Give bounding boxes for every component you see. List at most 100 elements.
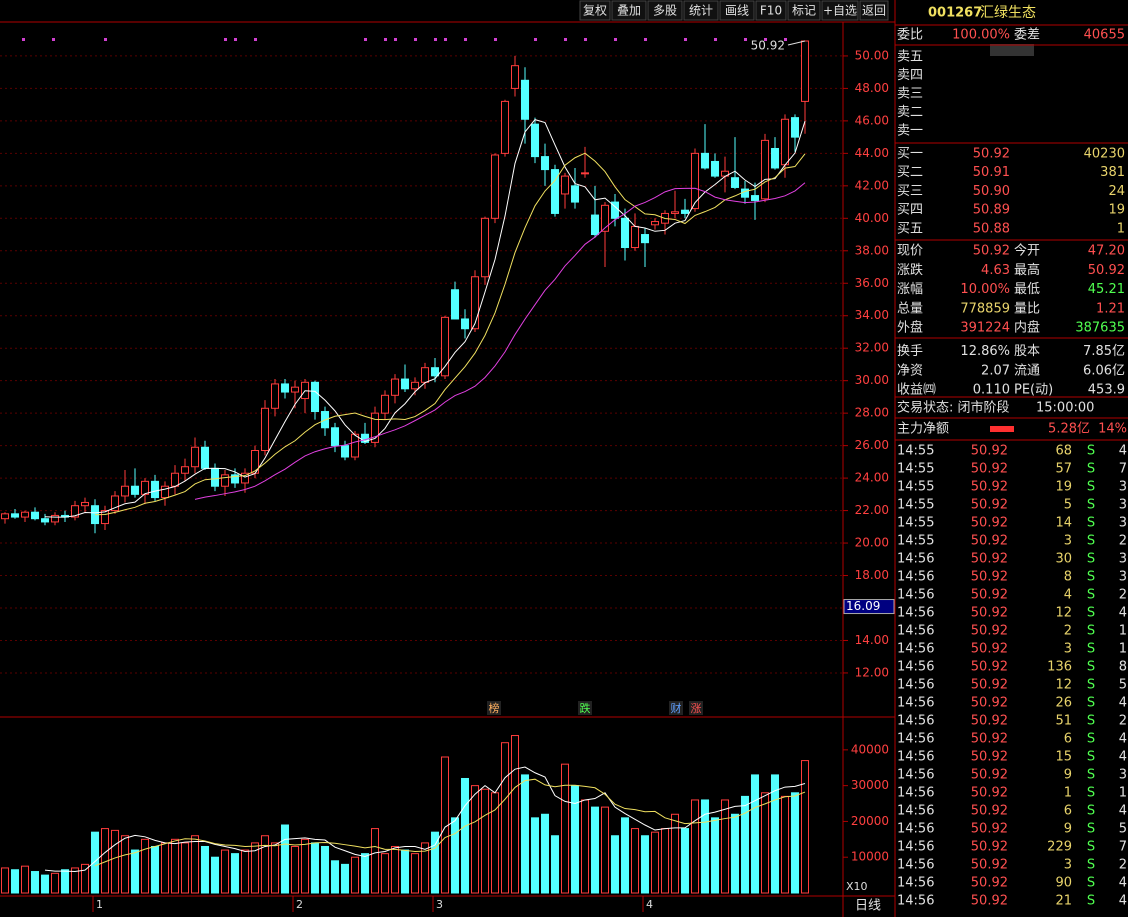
trade-cell: S	[1087, 822, 1095, 837]
toolbar-button[interactable]	[755, 0, 787, 21]
event-marker-box[interactable]	[578, 701, 592, 715]
trade-cell: 14:56	[897, 678, 934, 693]
volume-bar	[11, 869, 19, 894]
stat-value: 7.85亿	[1083, 344, 1125, 359]
toolbar-button[interactable]	[821, 0, 859, 21]
toolbar-button[interactable]	[787, 0, 821, 21]
trade-cell: 5	[1064, 498, 1072, 513]
stat-label: 收益㈣	[897, 383, 936, 398]
candle-body	[691, 152, 699, 210]
trade-cell: 21	[1055, 894, 1072, 909]
bid-price: 50.89	[973, 203, 1010, 218]
candle-body	[461, 318, 469, 330]
trade-cell: 14:56	[897, 822, 934, 837]
volume-bar	[591, 806, 599, 894]
value: 100.00%	[952, 28, 1010, 43]
trade-cell: 14:56	[897, 768, 934, 783]
toolbar-button-label[interactable]: 画线	[725, 4, 749, 18]
bid-price: 50.88	[973, 221, 1010, 236]
toolbar-button-label[interactable]: 复权	[583, 4, 607, 18]
event-marker[interactable]: 财	[671, 701, 682, 715]
trade-cell: S	[1087, 534, 1095, 549]
signal-dot	[224, 38, 227, 41]
volume-bar	[321, 845, 329, 894]
toolbar-button[interactable]	[719, 0, 755, 21]
toolbar-button[interactable]	[611, 0, 647, 21]
stat-value: 12.86%	[960, 344, 1010, 359]
event-marker[interactable]: 跌	[580, 701, 591, 715]
volume-bar	[221, 849, 229, 894]
candle-body	[561, 175, 569, 195]
label: 委比	[897, 28, 923, 43]
candle-body	[201, 446, 209, 469]
bid-label: 买四	[897, 203, 923, 218]
volume-bar	[351, 856, 359, 894]
toolbar-button-label[interactable]: 标记	[792, 4, 816, 18]
trade-cell: 50.92	[971, 462, 1008, 477]
candle-body	[491, 154, 499, 219]
volume-bar	[411, 853, 419, 894]
signal-dot	[684, 38, 687, 41]
trade-cell: 50.92	[971, 858, 1008, 873]
event-marker-box[interactable]	[487, 701, 501, 715]
toolbar-button[interactable]	[647, 0, 683, 21]
y-tick-label: 38.00	[855, 243, 889, 257]
candle-body	[631, 225, 639, 249]
volume-bar	[31, 871, 39, 894]
volume-bar	[171, 838, 179, 894]
event-marker-box[interactable]	[669, 701, 683, 715]
stat-label: 换手	[897, 344, 923, 359]
toolbar-button-label[interactable]: 统计	[689, 4, 713, 18]
trade-cell: 14	[1055, 516, 1072, 531]
trade-cell: 3	[1119, 552, 1127, 567]
period-label[interactable]: 日线	[855, 899, 881, 914]
toolbar-button-label[interactable]: 多股	[653, 4, 677, 18]
event-marker[interactable]: 榜	[489, 701, 500, 715]
collapse-button[interactable]	[990, 44, 1034, 56]
candle-body	[621, 217, 629, 249]
trade-cell: 1	[1119, 786, 1127, 801]
trade-cell: 12	[1055, 606, 1072, 621]
event-marker[interactable]: 涨	[691, 702, 702, 715]
trade-cell: 50.92	[971, 894, 1008, 909]
trade-cell: 50.92	[971, 678, 1008, 693]
stat-value: 50.92	[973, 244, 1010, 259]
toolbar-button-label[interactable]: 返回	[862, 4, 886, 18]
volume-bar	[281, 824, 289, 894]
volume-bar	[661, 828, 669, 894]
volume-bar	[701, 799, 709, 894]
volume-bar	[791, 792, 799, 894]
toolbar-button[interactable]	[579, 0, 611, 21]
y-tick-label: 14.00	[855, 633, 889, 647]
trade-cell: 50.92	[971, 822, 1008, 837]
toolbar-button-label[interactable]: +自选	[823, 4, 857, 18]
volume-bar	[561, 763, 569, 894]
volume-bar	[571, 785, 579, 894]
event-marker-box[interactable]	[689, 701, 703, 715]
toolbar-button[interactable]	[859, 0, 889, 21]
toolbar-button-label[interactable]: F10	[760, 4, 782, 18]
trade-cell: 50.92	[971, 732, 1008, 747]
trade-cell: 50.92	[971, 606, 1008, 621]
y-tick-label: 20000	[851, 814, 889, 828]
candle-body	[341, 445, 349, 458]
trade-cell: 14:55	[897, 480, 934, 495]
candle-body	[101, 510, 109, 525]
trade-cell: 4	[1119, 606, 1127, 621]
volume-bar	[1, 867, 9, 894]
trade-cell: 50.92	[971, 768, 1008, 783]
candle-body	[141, 480, 149, 495]
signal-dot	[254, 38, 257, 41]
trade-cell: 50.92	[971, 660, 1008, 675]
trade-cell: 50.92	[971, 444, 1008, 459]
volume-bar	[521, 774, 529, 894]
stat-label: 外盘	[897, 320, 923, 336]
candle-body	[171, 472, 179, 487]
trade-cell: S	[1087, 480, 1095, 495]
stat-value: 50.92	[1088, 263, 1125, 278]
toolbar-button[interactable]	[683, 0, 719, 21]
volume-bar	[301, 838, 309, 894]
toolbar-button-label[interactable]: 叠加	[617, 4, 641, 18]
main-force-pct: 14%	[1098, 422, 1127, 437]
volume-bar	[481, 788, 489, 894]
